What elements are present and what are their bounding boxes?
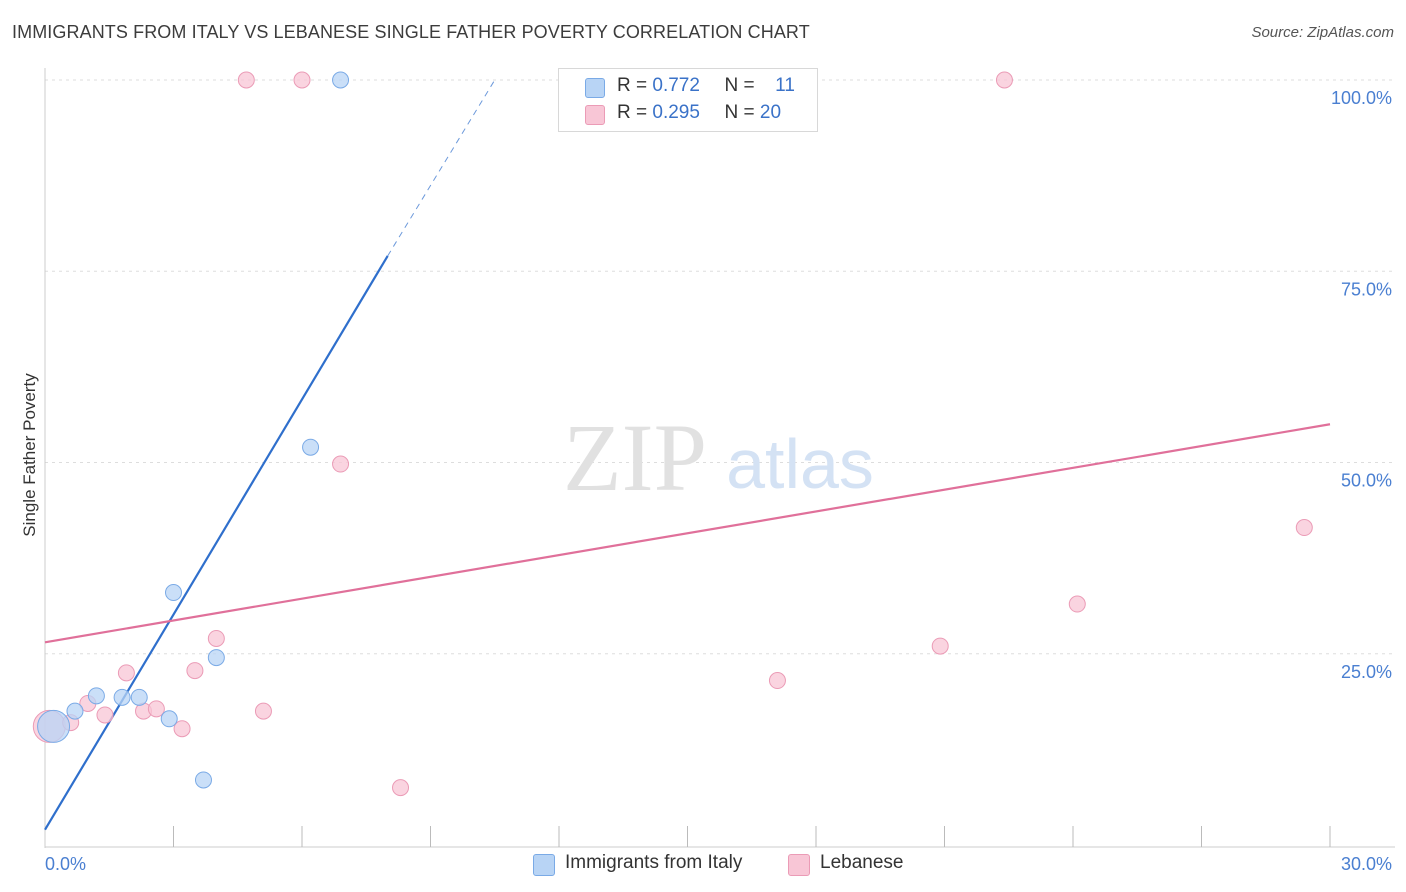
point-italy: [113, 688, 131, 706]
legend-n-value: 11: [775, 75, 795, 96]
correlation-legend: R = 0.772 N = 11 R = 0.295 N = 20: [558, 68, 818, 132]
legend-n-label: N =: [724, 75, 755, 96]
point-italy: [87, 687, 105, 705]
point-italy: [194, 771, 212, 789]
legend-r-label: R =: [617, 102, 648, 123]
point-lebanese: [332, 455, 350, 473]
point-lebanese: [117, 664, 135, 682]
point-lebanese: [931, 637, 949, 655]
legend-r-value: 0.772: [652, 75, 700, 96]
point-lebanese: [995, 71, 1013, 89]
y-tick-label: 75.0%: [1341, 279, 1392, 299]
point-lebanese: [254, 702, 272, 720]
tick-labels: 25.0% 50.0% 75.0% 100.0% 0.0% 30.0%: [45, 88, 1392, 874]
point-lebanese: [207, 629, 225, 647]
legend-r-value: 0.295: [652, 102, 700, 123]
trend-line-italy-extension: [387, 79, 496, 257]
point-lebanese: [147, 700, 165, 718]
series-swatch-italy: [533, 854, 555, 876]
point-italy: [37, 709, 71, 743]
legend-n-value: 20: [759, 102, 782, 123]
y-tick-label: 100.0%: [1331, 88, 1392, 108]
legend-swatch-lebanese: [585, 105, 605, 125]
point-lebanese: [293, 71, 311, 89]
point-lebanese: [96, 706, 114, 724]
point-lebanese: [173, 720, 191, 738]
point-lebanese: [237, 71, 255, 89]
data-points: [32, 71, 1313, 797]
point-italy: [165, 584, 182, 602]
axes: [44, 68, 1395, 848]
point-italy: [207, 649, 225, 667]
point-italy: [66, 702, 84, 720]
series-swatch-lebanese: [788, 854, 810, 876]
point-lebanese: [768, 672, 786, 690]
watermark: ZIP atlas: [563, 404, 874, 511]
grid-lines: [45, 79, 1395, 655]
chart-title: IMMIGRANTS FROM ITALY VS LEBANESE SINGLE…: [12, 22, 810, 42]
point-lebanese: [186, 662, 204, 680]
x-tick-label: 0.0%: [45, 854, 86, 874]
source-label: Source: ZipAtlas.com: [1251, 24, 1394, 41]
y-tick-label: 50.0%: [1341, 471, 1392, 491]
x-tick-label: 30.0%: [1341, 854, 1392, 874]
series-label-lebanese: Lebanese: [820, 852, 904, 873]
watermark-zip: ZIP: [563, 404, 707, 511]
y-axis-label: Single Father Poverty: [20, 373, 39, 537]
point-italy: [160, 710, 178, 728]
legend-n-label: N =: [724, 102, 755, 123]
legend-r-label: R =: [617, 75, 648, 96]
series-label-italy: Immigrants from Italy: [565, 852, 743, 873]
point-lebanese: [1295, 519, 1313, 537]
trend-lines: [44, 79, 1331, 831]
trend-line-italy: [44, 255, 389, 831]
point-italy: [332, 71, 350, 89]
trend-line-lebanese: [44, 423, 1331, 644]
series-legend: Immigrants from Italy Lebanese: [0, 852, 1406, 878]
point-italy: [302, 438, 320, 456]
watermark-atlas: atlas: [726, 425, 874, 503]
point-italy: [130, 688, 148, 706]
y-tick-label: 25.0%: [1341, 662, 1392, 682]
point-lebanese: [1068, 595, 1086, 613]
legend-swatch-italy: [585, 78, 605, 98]
point-lebanese: [392, 779, 410, 797]
